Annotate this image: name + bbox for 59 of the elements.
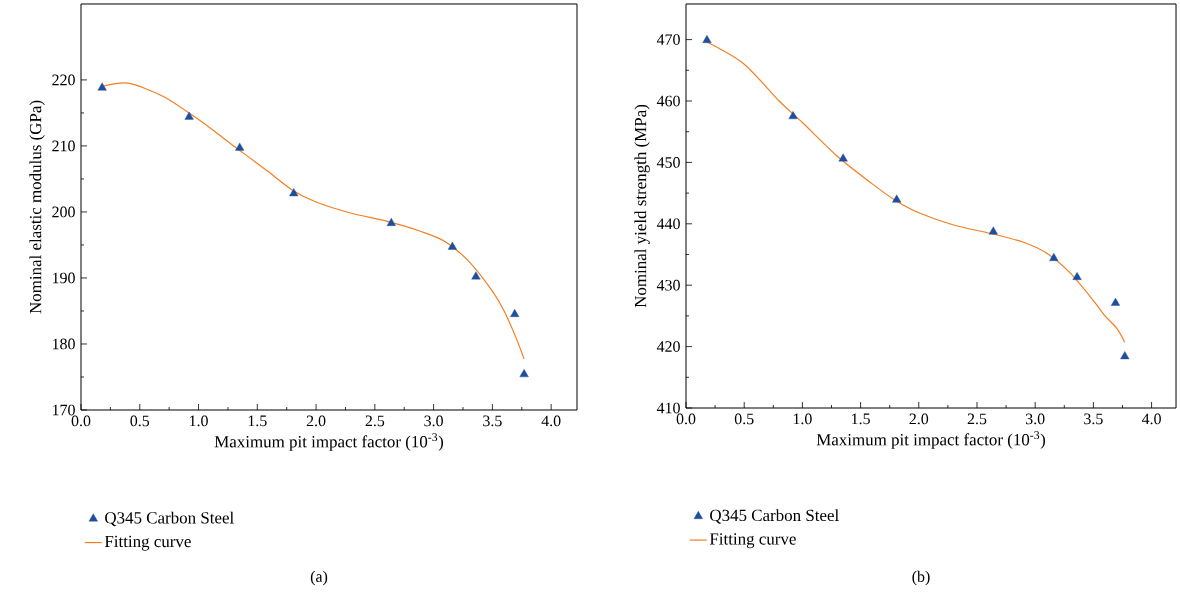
y-tick-label: 170 bbox=[52, 404, 75, 416]
point bbox=[1120, 351, 1130, 360]
point bbox=[184, 111, 194, 120]
y-tick-label: 210 bbox=[52, 140, 75, 152]
point bbox=[892, 194, 902, 203]
legend-label: Q345 Carbon Steel bbox=[710, 509, 839, 524]
x-tick-label: 3.5 bbox=[1084, 413, 1103, 425]
y-tick-label: 200 bbox=[52, 206, 75, 218]
x-tick-label: 2.5 bbox=[365, 415, 385, 427]
y-tick-label: 410 bbox=[656, 402, 680, 414]
legend-label: Fitting curve bbox=[709, 533, 796, 549]
x-tick-label: 1.0 bbox=[189, 415, 208, 427]
point bbox=[988, 226, 998, 235]
x-tick-label: 1.0 bbox=[793, 413, 812, 425]
y-axis-title: Nominal yield strength (MPa) bbox=[634, 104, 650, 308]
text: (a) bbox=[310, 570, 328, 586]
y-tick-label: 420 bbox=[656, 341, 680, 352]
point bbox=[447, 241, 457, 250]
point bbox=[471, 271, 481, 280]
x-tick-label: 1.5 bbox=[248, 415, 267, 427]
y-tick-label: 450 bbox=[656, 157, 680, 168]
point bbox=[1072, 272, 1082, 280]
y-tick-label: 440 bbox=[656, 218, 680, 230]
x-tick-label: 2.5 bbox=[967, 413, 987, 425]
point bbox=[1110, 297, 1121, 306]
point bbox=[519, 369, 529, 378]
x-tick-label: 4.0 bbox=[1141, 413, 1161, 425]
point bbox=[788, 111, 798, 120]
y-axis-title: Nominal elastic modulus (GPa) bbox=[29, 100, 45, 314]
y-tick-label: 470 bbox=[656, 34, 680, 45]
y-tick-label: 180 bbox=[52, 338, 75, 350]
point bbox=[386, 217, 396, 226]
x-tick-label: 0.0 bbox=[676, 413, 696, 425]
x-tick-label: 3.5 bbox=[483, 415, 502, 427]
x-tick-label: 0.0 bbox=[71, 415, 91, 427]
x-tick-label: 2.0 bbox=[909, 413, 929, 425]
x-tick-label: 0.5 bbox=[130, 415, 150, 427]
y-tick-label: 430 bbox=[656, 279, 680, 291]
x-tick-label: 0.5 bbox=[734, 413, 754, 425]
point bbox=[289, 188, 299, 197]
y-tick-label: 190 bbox=[52, 272, 75, 284]
x-axis-title: Maximum pit impact factor (10$^{-3}$) bbox=[214, 433, 444, 451]
legend-label: Q345 Carbon Steel bbox=[105, 511, 234, 527]
y-tick-label: 460 bbox=[656, 95, 680, 107]
point bbox=[702, 35, 712, 43]
x-tick-label: 4.0 bbox=[541, 415, 561, 427]
point bbox=[1049, 252, 1059, 261]
y-tick-label: 220 bbox=[52, 74, 75, 86]
legend-label: Fitting curve bbox=[104, 535, 191, 551]
text: (b) bbox=[912, 570, 930, 586]
x-axis-title: Maximum pit impact factor (10$^{-3}$) bbox=[816, 431, 1046, 449]
point bbox=[235, 142, 245, 151]
x-tick-label: 1.5 bbox=[852, 413, 870, 425]
x-tick-label: 3.0 bbox=[424, 415, 443, 427]
point bbox=[97, 82, 107, 91]
point bbox=[510, 309, 520, 317]
x-tick-label: 2.0 bbox=[306, 415, 326, 427]
point bbox=[838, 153, 848, 162]
x-tick-label: 3.0 bbox=[1025, 413, 1045, 425]
